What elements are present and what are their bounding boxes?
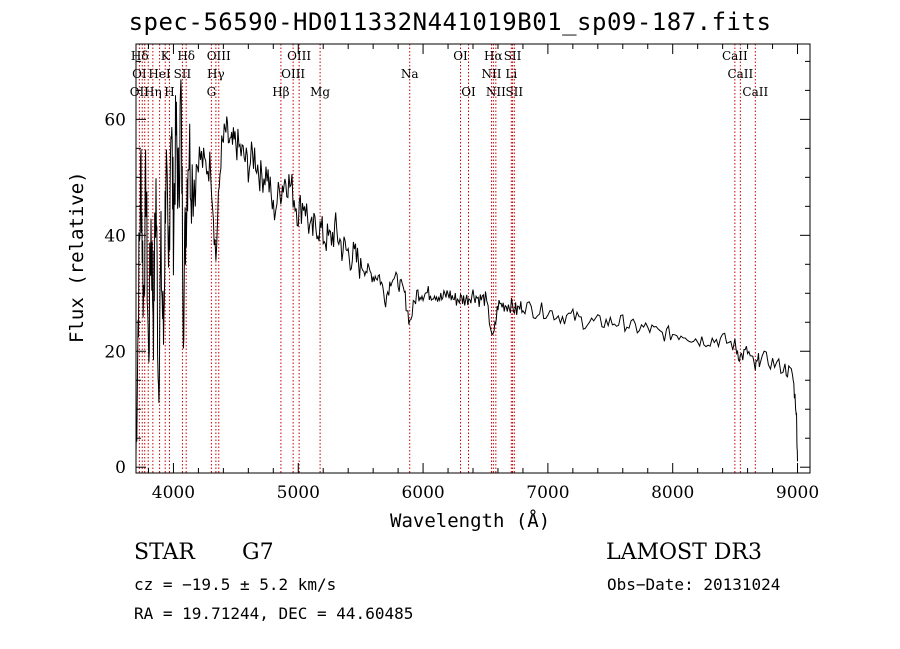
line-label: SII — [174, 67, 192, 81]
subclass-label: G7 — [242, 540, 274, 565]
obs-date-text: Obs−Date: 20131024 — [607, 575, 781, 594]
line-label: Hδ — [177, 49, 195, 63]
x-tick-label: 4000 — [152, 483, 195, 503]
line-label: OII — [130, 85, 150, 99]
x-axis: 4000 5000 6000 7000 8000 9000 — [147, 44, 819, 503]
line-label: Hα — [484, 49, 503, 63]
line-label: Hβ — [272, 85, 289, 99]
line-label: SII — [504, 49, 522, 63]
line-label: CaII — [727, 67, 753, 81]
line-label: Hγ — [207, 67, 225, 81]
line-label: Na — [401, 67, 419, 81]
line-label: OIII — [287, 49, 311, 63]
x-tick-label: 9000 — [776, 483, 819, 503]
y-tick-label: 60 — [104, 110, 126, 130]
line-markers — [138, 44, 756, 473]
line-label: Hδ — [131, 49, 149, 63]
survey-label: LAMOST DR3 — [606, 540, 762, 565]
line-label: CaII — [722, 49, 748, 63]
line-label: SII — [505, 85, 523, 99]
coords-text: RA = 19.71244, DEC = 44.60485 — [134, 604, 414, 623]
line-label: OIII — [281, 67, 305, 81]
redshift-text: cz = −19.5 ± 5.2 km/s — [134, 575, 337, 594]
line-label: OI — [132, 67, 147, 81]
y-axis: 0 20 40 60 — [104, 60, 810, 478]
line-label: Li — [505, 67, 517, 81]
spectrum-line — [135, 79, 798, 462]
line-label: OI — [461, 85, 476, 99]
x-tick-label: 7000 — [526, 483, 569, 503]
line-label: H — [164, 85, 174, 99]
line-label: NII — [481, 67, 501, 81]
line-label: CaII — [742, 85, 768, 99]
line-label: Mg — [310, 85, 330, 99]
line-label: HeI — [148, 67, 171, 81]
line-label: OI — [453, 49, 468, 63]
y-tick-label: 0 — [115, 458, 126, 478]
line-label: G — [207, 85, 217, 99]
line-label: K — [161, 49, 171, 63]
line-label: NII — [486, 85, 506, 99]
line-label: Hη — [144, 85, 162, 99]
class-label: STAR — [134, 540, 195, 565]
x-axis-label: Wavelength (Å) — [390, 510, 551, 532]
x-tick-label: 5000 — [277, 483, 320, 503]
line-label: OIII — [207, 49, 231, 63]
chart-title: spec-56590-HD011332N441019B01_sp09-187.f… — [128, 8, 772, 36]
y-tick-label: 40 — [104, 226, 126, 246]
plot-frame — [135, 43, 811, 474]
x-tick-label: 8000 — [651, 483, 694, 503]
y-tick-label: 20 — [104, 342, 126, 362]
x-tick-label: 6000 — [401, 483, 444, 503]
y-axis-label: Flux (relative) — [66, 171, 88, 343]
